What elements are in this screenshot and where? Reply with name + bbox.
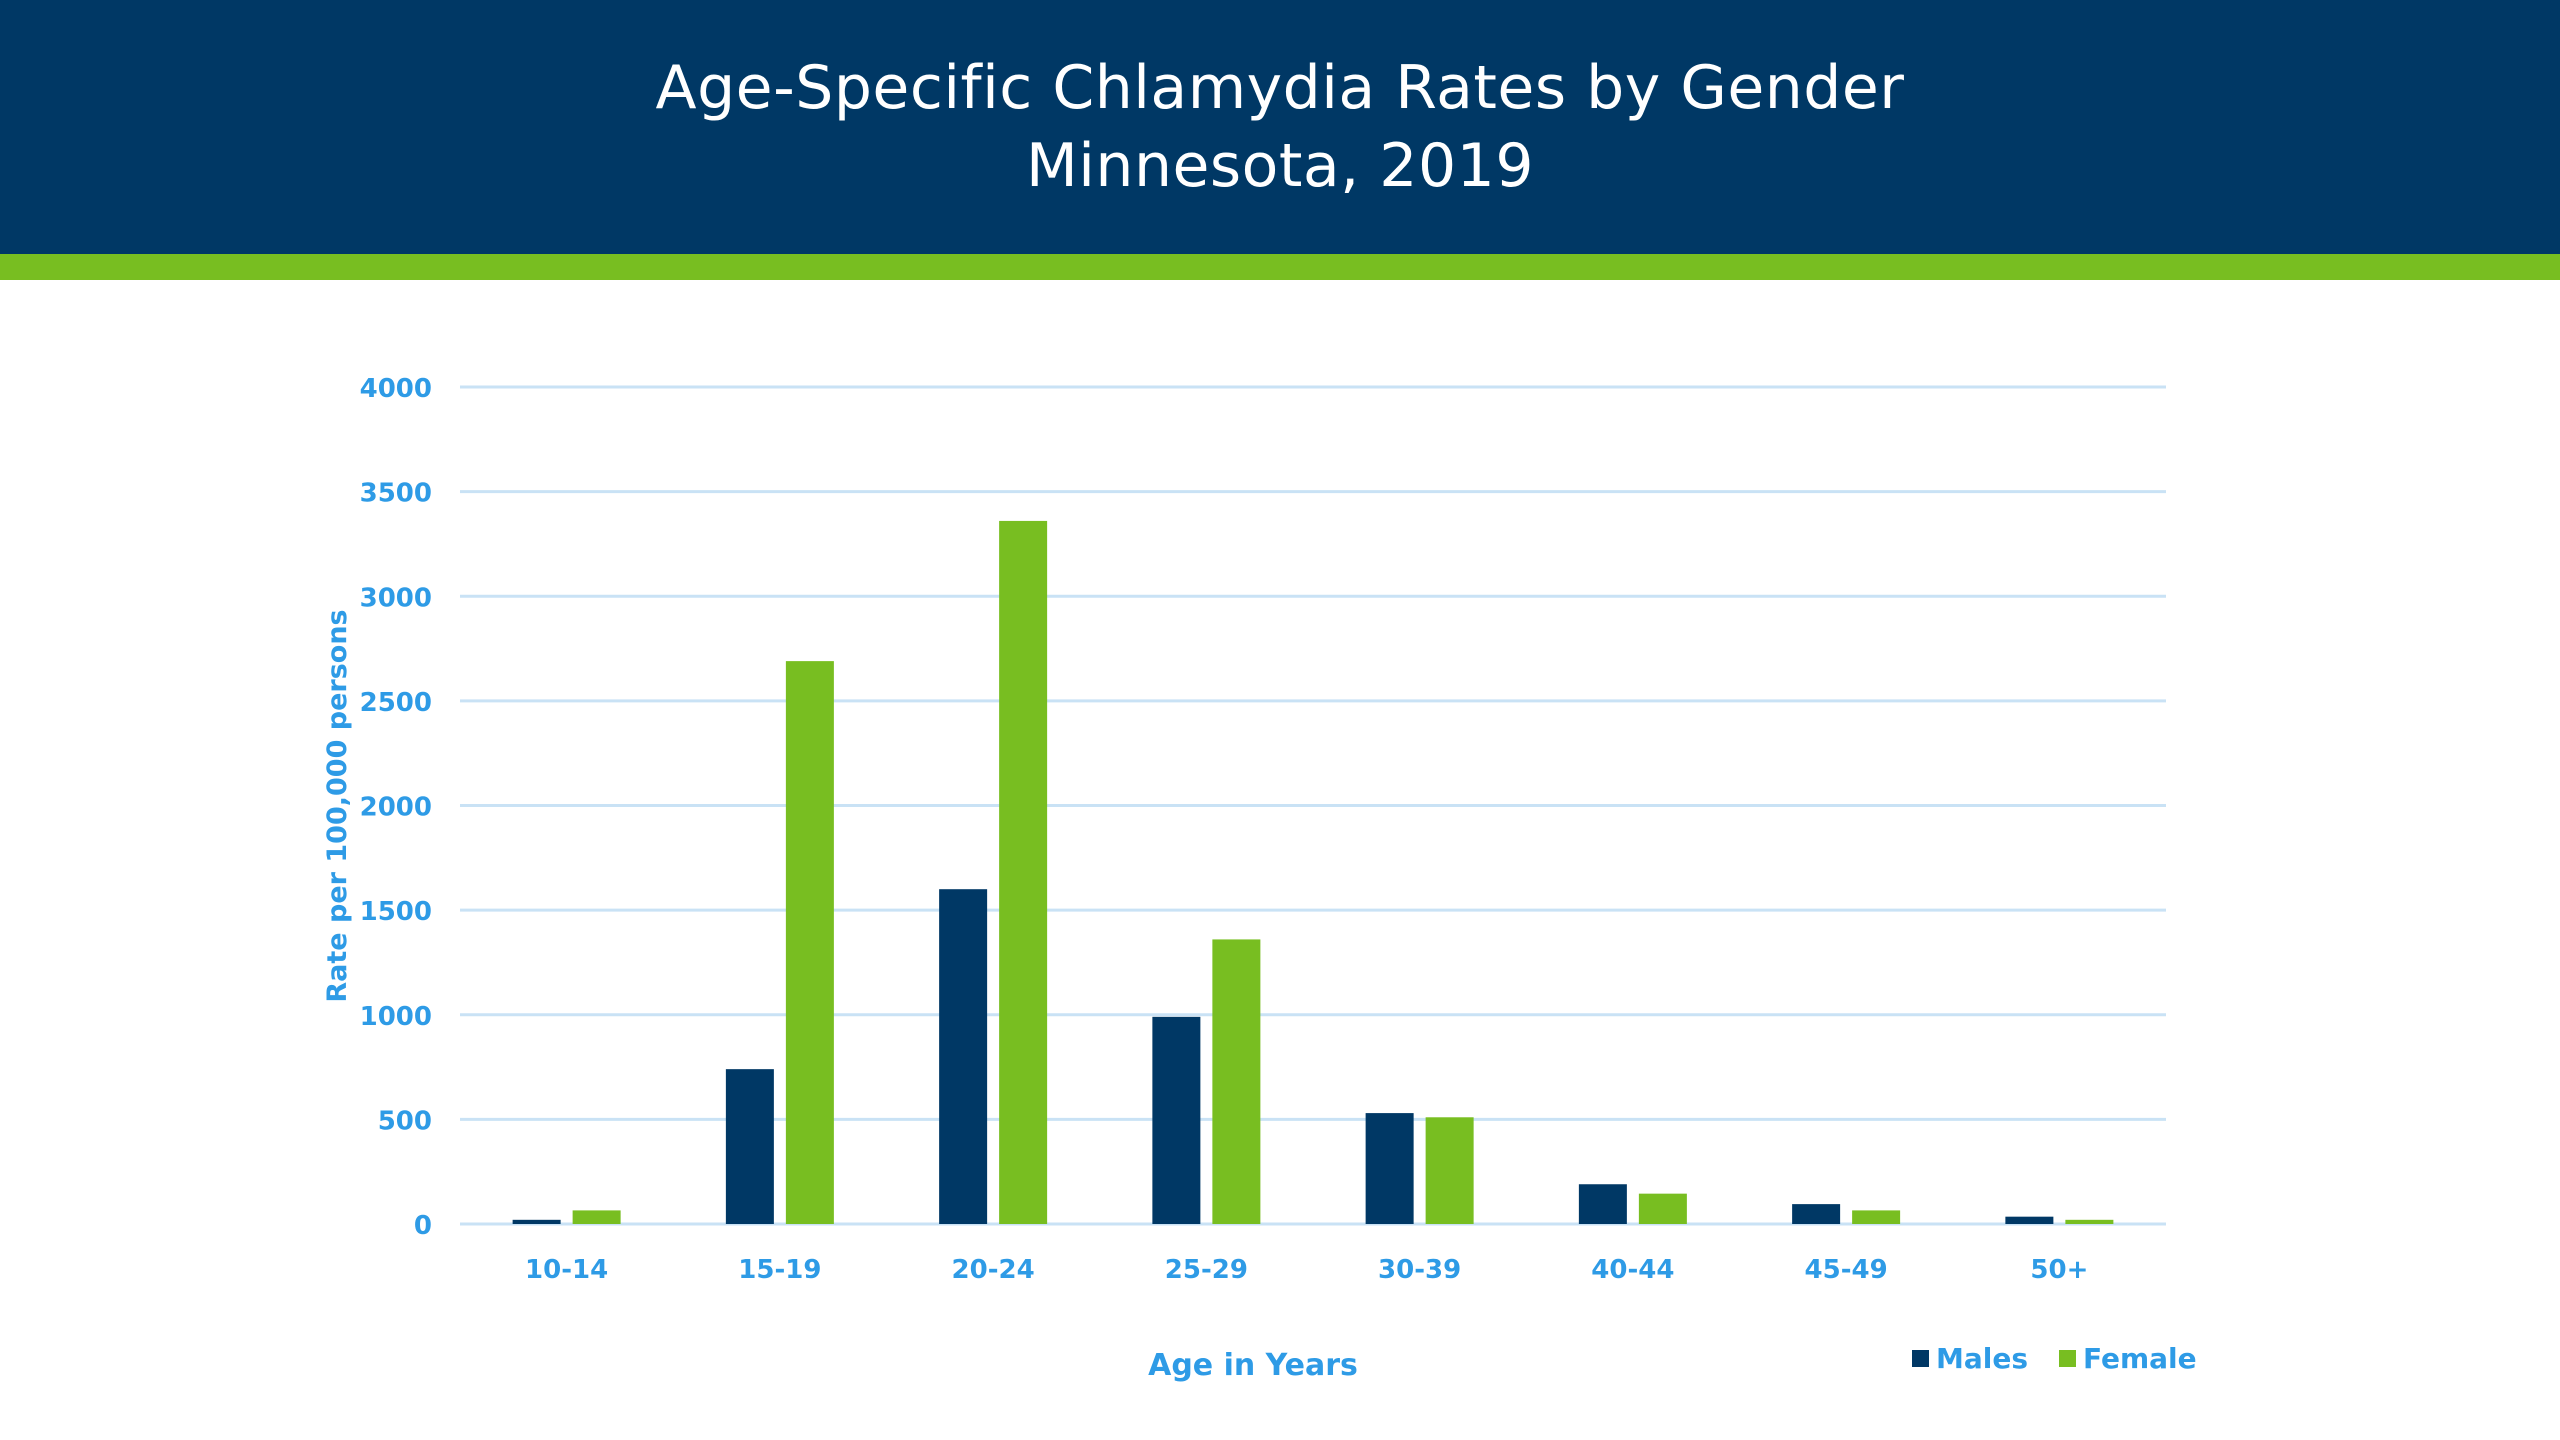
y-tick-label: 0 — [414, 1211, 432, 1241]
bar-males-15-19 — [725, 1069, 774, 1224]
y-axis-label: Rate per 100,000 persons — [322, 609, 353, 1002]
x-tick-label: 20-24 — [952, 1255, 1035, 1285]
x-tick-labels: 10-14 15-19 20-24 25-29 30-39 40-44 45-49 50+ — [525, 1255, 2088, 1285]
grid-lines — [460, 385, 2166, 1226]
y-tick-label: 2000 — [360, 793, 432, 823]
legend: Males Female — [1912, 1342, 2197, 1375]
x-tick-label: 25-29 — [1165, 1255, 1248, 1285]
y-tick-label: 1500 — [360, 897, 432, 927]
bars — [512, 520, 2114, 1224]
x-tick-label: 30-39 — [1378, 1255, 1461, 1285]
y-tick-label: 500 — [378, 1106, 432, 1136]
bar-males-20-24 — [939, 889, 988, 1224]
y-tick-label: 3500 — [360, 479, 432, 509]
y-tick-label: 1000 — [360, 1002, 432, 1032]
x-tick-label: 10-14 — [525, 1255, 608, 1285]
bar-female-25-29 — [1212, 939, 1261, 1224]
chart-subtitle: Minnesota, 2019 — [1025, 131, 1534, 201]
bar-males-10-14 — [512, 1219, 561, 1224]
title-banner: Age-Specific Chlamydia Rates by Gender M… — [0, 0, 2560, 254]
bar-female-20-24 — [999, 520, 1048, 1224]
bar-males-25-29 — [1152, 1016, 1201, 1224]
x-tick-label: 50+ — [2030, 1255, 2088, 1285]
legend-label-female: Female — [2083, 1342, 2197, 1375]
bar-female-45-49 — [1852, 1210, 1901, 1224]
x-tick-label: 40-44 — [1591, 1255, 1674, 1285]
legend-label-males: Males — [1936, 1342, 2028, 1375]
bar-female-30-39 — [1425, 1117, 1474, 1224]
bar-female-50+ — [2065, 1219, 2114, 1224]
bar-males-40-44 — [1578, 1184, 1627, 1224]
bar-female-10-14 — [572, 1210, 621, 1224]
legend-swatch-males — [1912, 1350, 1929, 1367]
chart-title: Age-Specific Chlamydia Rates by Gender — [655, 53, 1905, 123]
y-tick-labels: 0 500 1000 1500 2000 2500 3000 3500 4000 — [360, 374, 432, 1241]
bar-female-15-19 — [785, 661, 834, 1224]
y-tick-label: 2500 — [360, 688, 432, 718]
x-axis-label: Age in Years — [1148, 1348, 1358, 1383]
bar-female-40-44 — [1638, 1193, 1687, 1224]
legend-swatch-female — [2059, 1350, 2076, 1367]
bar-males-30-39 — [1365, 1113, 1414, 1224]
y-tick-label: 4000 — [360, 374, 432, 404]
x-tick-label: 15-19 — [738, 1255, 821, 1285]
bar-males-45-49 — [1792, 1204, 1841, 1224]
x-tick-label: 45-49 — [1805, 1255, 1888, 1285]
y-tick-label: 3000 — [360, 583, 432, 613]
accent-bar — [0, 254, 2560, 280]
bar-males-50+ — [2005, 1216, 2054, 1224]
